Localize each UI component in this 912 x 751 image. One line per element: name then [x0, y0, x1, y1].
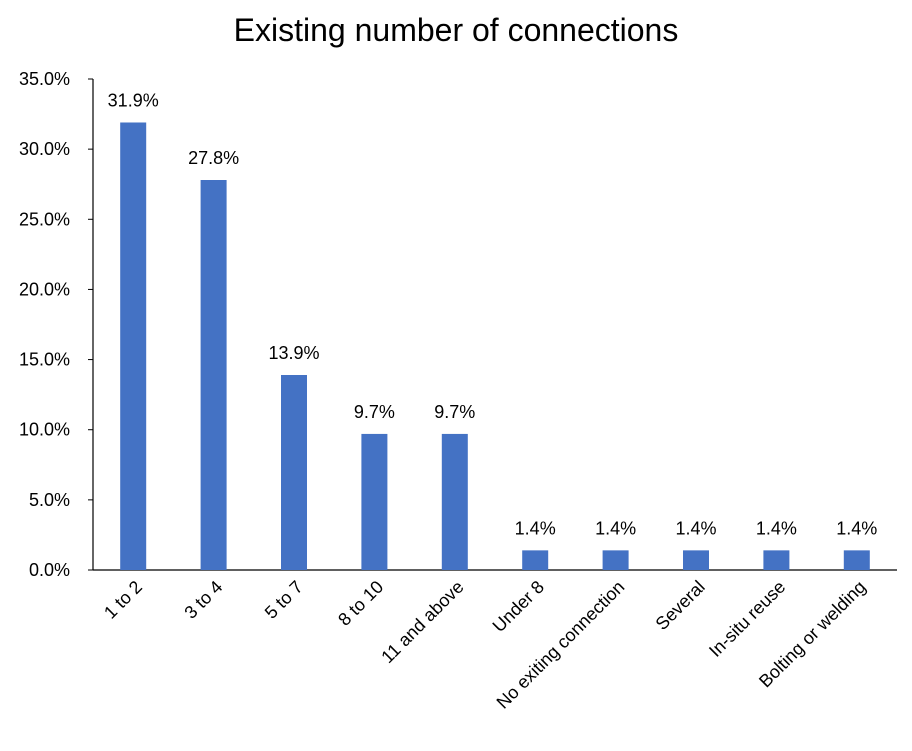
category-label: 11 and above — [377, 577, 467, 667]
category-label: 5 to 7 — [261, 577, 307, 623]
y-tick-label: 15.0% — [19, 350, 70, 370]
y-tick-label: 10.0% — [19, 420, 70, 440]
y-tick-label: 5.0% — [29, 490, 70, 510]
data-label: 13.9% — [268, 343, 319, 363]
data-label: 1.4% — [675, 518, 716, 538]
y-tick-label: 25.0% — [19, 209, 70, 229]
bar — [844, 550, 870, 570]
y-axis: 0.0% 5.0% 10.0% 15.0% 20.0% 25.0% 30.0% 35.0% — [19, 69, 93, 580]
category-label: Several — [652, 577, 709, 634]
data-label: 1.4% — [756, 518, 797, 538]
bar — [603, 550, 629, 570]
bar — [361, 434, 387, 570]
category-label: Under 8 — [489, 577, 548, 636]
y-tick-label: 30.0% — [19, 139, 70, 159]
data-label: 1.4% — [836, 518, 877, 538]
data-label: 9.7% — [434, 402, 475, 422]
bar — [201, 180, 227, 570]
category-label: In-situ reuse — [705, 577, 789, 661]
data-label: 31.9% — [108, 90, 159, 110]
y-tick-label: 0.0% — [29, 560, 70, 580]
category-label: 1 to 2 — [100, 577, 146, 623]
category-label: 3 to 4 — [180, 577, 226, 623]
y-tick-label: 35.0% — [19, 69, 70, 89]
bar — [522, 550, 548, 570]
data-label: 9.7% — [354, 402, 395, 422]
bar — [120, 122, 146, 570]
bars — [120, 122, 870, 570]
bar — [683, 550, 709, 570]
data-label: 1.4% — [515, 518, 556, 538]
data-label: 1.4% — [595, 518, 636, 538]
y-tick-label: 20.0% — [19, 279, 70, 299]
bar — [442, 434, 468, 570]
category-label: 8 to 10 — [334, 577, 387, 630]
bar — [281, 375, 307, 570]
data-label: 27.8% — [188, 148, 239, 168]
bar — [763, 550, 789, 570]
